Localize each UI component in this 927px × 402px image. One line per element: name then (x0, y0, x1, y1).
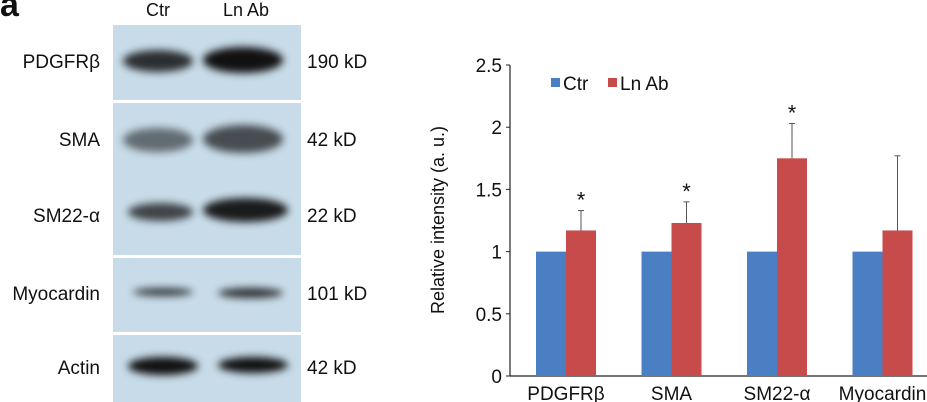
protein-band (133, 288, 193, 296)
bar-ctr (747, 251, 777, 376)
lane-label-ctr: Ctr (146, 0, 170, 20)
protein-band (203, 125, 283, 153)
legend-label: Ln Ab (620, 74, 669, 95)
protein-band (218, 288, 283, 298)
significance-marker: * (682, 179, 691, 204)
molecular-weight-label: 101 kD (307, 284, 368, 305)
protein-band (128, 357, 198, 375)
y-tick-label: 0 (491, 367, 502, 388)
bar-ctr (536, 251, 566, 376)
y-tick-label: 0.5 (476, 305, 502, 326)
molecular-weight-label: 42 kD (307, 129, 357, 151)
bar-ln-ab (566, 230, 596, 376)
x-tick-label: SMA (651, 384, 693, 402)
y-axis-label: Relative intensity (a. u.) (428, 126, 448, 314)
blot-panel (113, 335, 301, 402)
protein-label: SMA (58, 129, 100, 151)
protein-label: SM22-α (33, 205, 100, 227)
protein-band (128, 203, 193, 221)
y-tick-label: 1 (491, 243, 502, 264)
protein-band (203, 47, 283, 73)
protein-band (203, 198, 288, 222)
legend-swatch (608, 78, 617, 87)
bar-ctr (641, 251, 672, 376)
protein-label: Myocardin (12, 284, 100, 305)
y-tick-label: 1.5 (476, 180, 502, 201)
protein-label: Actin (57, 357, 100, 379)
significance-marker: * (788, 100, 797, 125)
legend-label: Ctr (563, 74, 589, 95)
blot-panel (113, 103, 301, 178)
lane-label-ln-ab: Ln Ab (223, 0, 270, 20)
protein-label: PDGFRβ (22, 51, 100, 73)
panel-label: a (0, 0, 19, 24)
x-tick-label: PDGFRβ (527, 384, 605, 402)
significance-marker: * (577, 188, 586, 213)
molecular-weight-label: 42 kD (307, 357, 357, 379)
legend-swatch (551, 78, 560, 87)
blot-panel (113, 25, 301, 100)
y-tick-label: 2.5 (476, 56, 502, 77)
y-tick-label: 2 (491, 118, 502, 139)
bar-ln-ab (671, 222, 702, 376)
x-tick-label: Myocardin (839, 384, 927, 402)
x-tick-label: SM22-α (744, 384, 811, 402)
protein-band (218, 357, 288, 373)
protein-band (123, 50, 193, 72)
blot-panel (113, 178, 301, 255)
molecular-weight-label: 22 kD (307, 205, 357, 227)
molecular-weight-label: 190 kD (307, 51, 368, 73)
bar-ln-ab (882, 230, 913, 376)
blot-panel (113, 258, 301, 332)
protein-band (123, 128, 193, 152)
bar-ctr (852, 251, 883, 376)
bar-ln-ab (777, 158, 807, 376)
